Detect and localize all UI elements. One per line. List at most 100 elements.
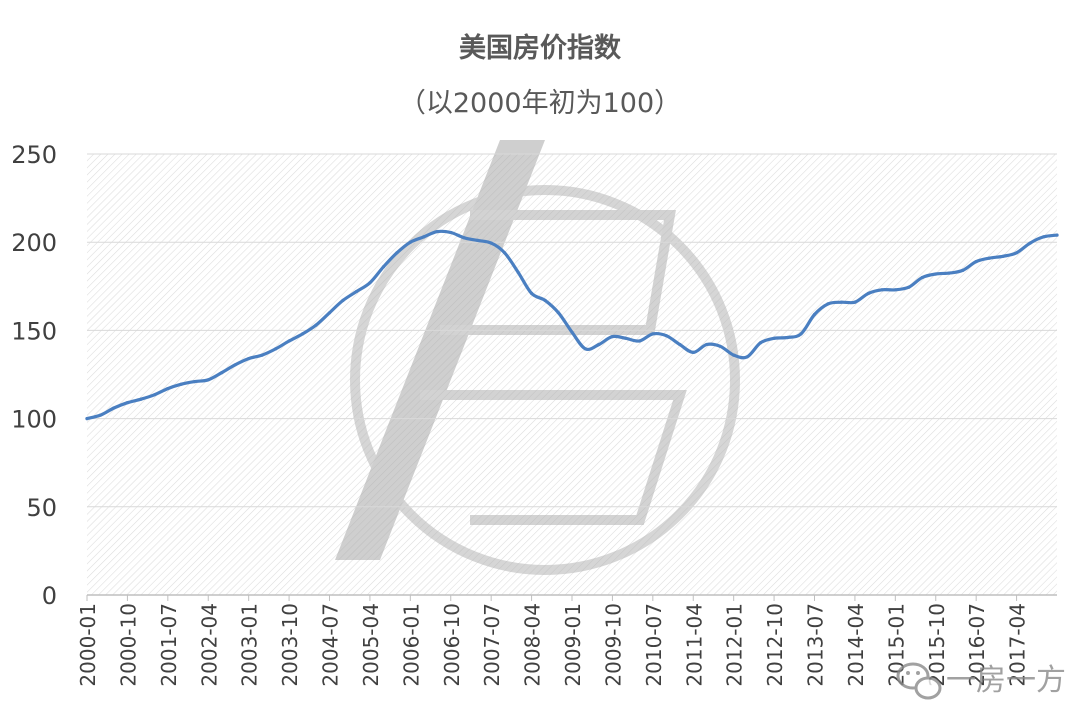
x-tick-label: 2009-10 — [601, 603, 625, 687]
data-point — [260, 353, 264, 357]
x-tick-label: 2015-01 — [884, 603, 908, 687]
y-tick-label: 100 — [11, 406, 57, 434]
data-point — [839, 300, 844, 304]
data-point — [98, 413, 103, 417]
data-point — [449, 230, 453, 235]
x-tick-label: 2012-01 — [723, 603, 747, 687]
data-point — [516, 270, 520, 274]
chart-title: 美国房价指数 — [459, 32, 622, 64]
data-point — [85, 417, 89, 421]
data-point — [947, 271, 951, 275]
x-tick-label: 2008-04 — [521, 603, 545, 687]
data-point — [543, 298, 547, 302]
data-point — [152, 393, 156, 397]
data-point — [691, 350, 695, 354]
x-tick-label: 2017-04 — [1006, 603, 1030, 687]
x-tick-label: 2014-04 — [844, 603, 868, 687]
x-tick-label: 2007-07 — [480, 603, 504, 687]
data-point — [179, 382, 183, 386]
data-point — [125, 401, 129, 405]
data-point — [1041, 235, 1046, 239]
x-tick-label: 2006-10 — [440, 603, 464, 687]
data-point — [974, 260, 978, 264]
data-point — [772, 336, 776, 340]
data-point — [732, 353, 736, 357]
data-point — [570, 330, 574, 334]
data-point — [476, 238, 480, 242]
data-point — [988, 256, 992, 260]
data-point — [233, 363, 237, 367]
data-point — [206, 378, 210, 382]
data-point — [866, 291, 871, 295]
x-tick-label: 2011-04 — [682, 603, 706, 687]
x-tick-label: 2016-07 — [965, 603, 989, 687]
data-point — [489, 241, 493, 245]
data-point — [597, 342, 601, 347]
data-point — [624, 336, 628, 340]
data-point — [920, 275, 924, 280]
data-point — [314, 323, 318, 327]
wechat-watermark: 一房一方 — [896, 662, 1066, 700]
plot-area — [87, 154, 1057, 595]
data-point — [327, 311, 332, 315]
wechat-icon — [896, 662, 942, 700]
data-point — [664, 334, 668, 338]
y-tick-label: 200 — [11, 229, 57, 257]
data-point — [583, 347, 588, 351]
data-point — [759, 341, 763, 345]
data-point — [786, 335, 790, 340]
watermark-text: 一房一方 — [946, 663, 1066, 698]
x-tick-label: 2000-01 — [76, 603, 100, 687]
data-point — [247, 357, 251, 361]
data-point — [893, 288, 897, 292]
data-point — [1015, 251, 1019, 255]
x-tick-label: 2002-04 — [197, 603, 221, 687]
data-point — [853, 300, 857, 304]
x-tick-label: 2003-10 — [278, 603, 302, 687]
data-point — [799, 332, 803, 336]
data-point — [880, 288, 884, 292]
data-point — [610, 335, 615, 339]
data-point — [462, 236, 466, 240]
data-point — [745, 355, 749, 359]
data-point — [1055, 233, 1059, 237]
data-point — [678, 342, 682, 347]
x-tick-label: 2005-04 — [359, 603, 383, 687]
data-point — [220, 371, 224, 375]
data-point — [705, 342, 709, 347]
x-tick-label: 2009-01 — [561, 603, 585, 687]
data-point — [1028, 241, 1032, 245]
x-tick-label: 2000-10 — [116, 603, 140, 687]
x-tick-label: 2013-07 — [804, 603, 828, 687]
data-point — [193, 380, 197, 384]
x-tick-label: 2006-01 — [399, 603, 423, 687]
data-point — [341, 298, 345, 302]
x-tick-label: 2010-07 — [642, 603, 666, 687]
data-point — [287, 339, 291, 343]
data-point — [1001, 254, 1005, 258]
data-point — [961, 268, 965, 272]
x-tick-label: 2003-01 — [238, 603, 262, 687]
data-point — [139, 397, 143, 401]
data-point — [422, 235, 426, 239]
data-point — [301, 332, 305, 336]
data-point — [368, 281, 372, 285]
data-point — [718, 344, 722, 348]
data-point — [354, 290, 358, 294]
y-tick-label: 50 — [26, 494, 57, 522]
y-tick-label: 0 — [42, 582, 57, 610]
data-point — [651, 332, 655, 336]
data-point — [395, 251, 399, 255]
data-point — [907, 285, 911, 289]
x-tick-label: 2012-10 — [763, 603, 787, 687]
y-tick-label: 150 — [11, 317, 57, 345]
data-point — [530, 291, 534, 295]
data-point — [826, 302, 830, 306]
data-point — [435, 230, 439, 234]
chart-subtitle: （以2000年初为100） — [399, 88, 681, 119]
data-point — [112, 406, 116, 410]
x-tick-label: 2001-07 — [157, 603, 181, 687]
data-point — [408, 240, 412, 244]
